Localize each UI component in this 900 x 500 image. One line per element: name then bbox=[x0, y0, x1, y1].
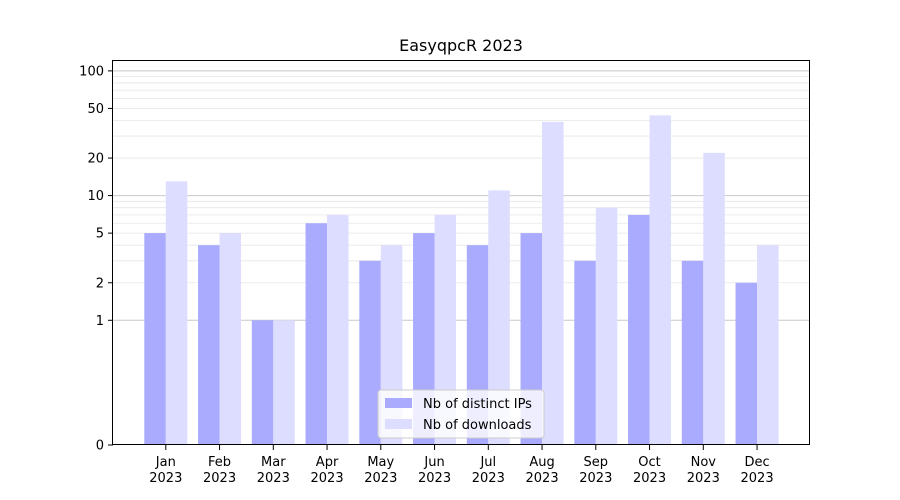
x-tick-sublabel: 2023 bbox=[579, 471, 612, 486]
bar-downloads-jun bbox=[434, 214, 457, 445]
x-tick-label-jun: Jun bbox=[423, 455, 444, 470]
x-tick-label-may: May bbox=[367, 455, 394, 470]
y-tick-label: 1 bbox=[96, 314, 104, 329]
bar-distinct-ips-apr bbox=[305, 223, 328, 445]
bars bbox=[144, 115, 779, 445]
x-tick-sublabel: 2023 bbox=[526, 471, 559, 486]
bar-distinct-ips-jan bbox=[144, 233, 166, 445]
bar-downloads-dec bbox=[757, 245, 779, 445]
x-tick-label-nov: Nov bbox=[691, 455, 717, 470]
bar-downloads-mar bbox=[273, 320, 295, 445]
bar-distinct-ips-nov bbox=[681, 260, 704, 445]
y-tick-label: 20 bbox=[87, 152, 104, 167]
x-tick-sublabel: 2023 bbox=[257, 471, 290, 486]
x-tick-label-jul: Jul bbox=[479, 455, 496, 470]
x-tick-label-dec: Dec bbox=[744, 455, 769, 470]
bar-distinct-ips-feb bbox=[198, 245, 220, 445]
legend: Nb of distinct IPs Nb of downloads bbox=[377, 389, 545, 439]
x-tick-sublabel: 2023 bbox=[633, 471, 666, 486]
bar-downloads-aug bbox=[542, 121, 564, 445]
bar-distinct-ips-sep bbox=[574, 260, 596, 445]
legend-label-distinct-ips: Nb of distinct IPs bbox=[423, 397, 532, 412]
x-tick-sublabel: 2023 bbox=[418, 471, 451, 486]
bar-distinct-ips-oct bbox=[628, 214, 650, 445]
y-tick-label: 5 bbox=[96, 227, 104, 242]
y-tick-label: 2 bbox=[96, 276, 104, 291]
bar-downloads-apr bbox=[327, 214, 349, 445]
bar-downloads-feb bbox=[219, 233, 242, 445]
x-tick-sublabel: 2023 bbox=[203, 471, 236, 486]
bar-downloads-nov bbox=[703, 152, 725, 445]
bar-distinct-ips-dec bbox=[735, 282, 758, 445]
y-axis: 0 1 2 5 10 20 50 100 bbox=[79, 64, 113, 454]
x-tick-sublabel: 2023 bbox=[741, 471, 774, 486]
x-tick-label-feb: Feb bbox=[208, 455, 231, 470]
y-tick-label: 50 bbox=[87, 102, 104, 117]
bar-downloads-jan bbox=[165, 181, 188, 445]
bar-downloads-sep bbox=[595, 207, 618, 445]
x-tick-sublabel: 2023 bbox=[472, 471, 505, 486]
bar-downloads-jul bbox=[488, 190, 510, 445]
x-tick-sublabel: 2023 bbox=[364, 471, 397, 486]
x-axis: Jan2023Feb2023Mar2023Apr2023May2023Jun20… bbox=[149, 445, 774, 486]
x-tick-sublabel: 2023 bbox=[149, 471, 182, 486]
legend-label-downloads: Nb of downloads bbox=[423, 418, 532, 433]
y-tick-label: 0 bbox=[96, 439, 104, 454]
bar-distinct-ips-mar bbox=[251, 320, 274, 445]
x-tick-label-apr: Apr bbox=[316, 455, 339, 470]
x-tick-label-mar: Mar bbox=[261, 455, 286, 470]
legend-box bbox=[377, 389, 545, 439]
bar-distinct-ips-may bbox=[359, 260, 381, 445]
x-tick-sublabel: 2023 bbox=[687, 471, 720, 486]
x-tick-label-sep: Sep bbox=[584, 455, 609, 470]
chart-title: EasyqpcR 2023 bbox=[399, 36, 523, 55]
legend-swatch-distinct-ips bbox=[385, 398, 412, 408]
bar-downloads-oct bbox=[649, 115, 672, 445]
legend-swatch-downloads bbox=[385, 419, 412, 429]
plot-frame bbox=[112, 60, 810, 445]
x-tick-label-jan: Jan bbox=[155, 455, 176, 470]
y-tick-label: 10 bbox=[87, 189, 104, 204]
x-tick-sublabel: 2023 bbox=[311, 471, 344, 486]
x-tick-label-aug: Aug bbox=[529, 455, 554, 470]
y-tick-label: 100 bbox=[79, 64, 104, 79]
x-tick-label-oct: Oct bbox=[638, 455, 660, 470]
